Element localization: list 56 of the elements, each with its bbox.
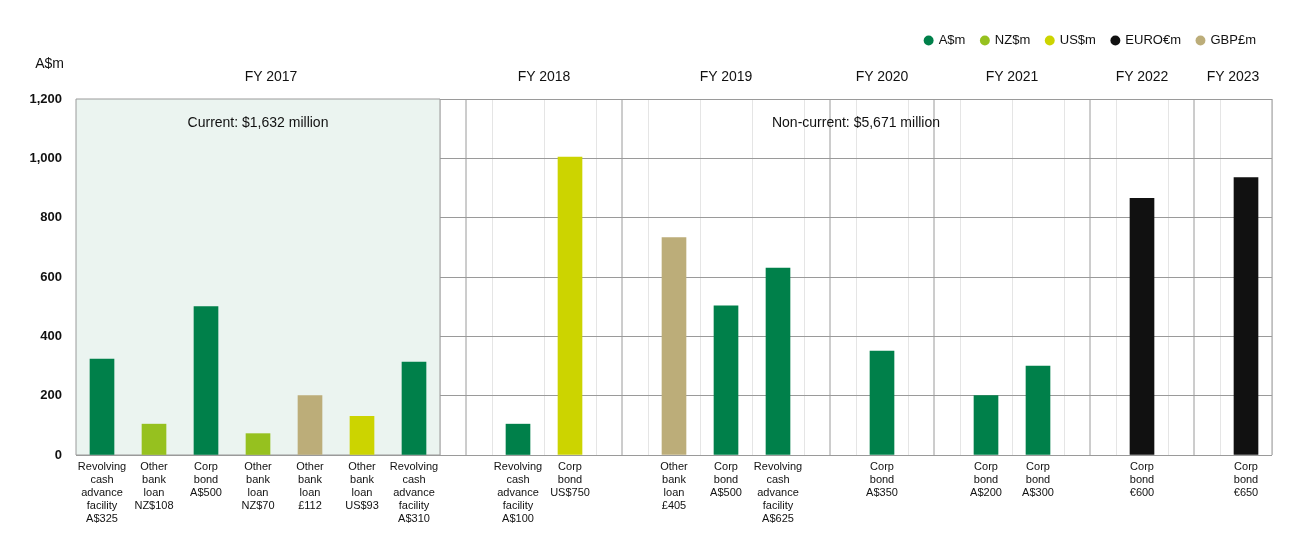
y-tick-label: 0 [54,446,62,462]
bar [349,416,375,455]
bar [141,423,167,455]
annotation: Non-current: $5,671 million [771,113,941,130]
bar [557,156,583,455]
bar [765,267,791,455]
text: FY 2019 [699,67,753,84]
y-axis-title: A$m [35,54,64,71]
x-tick-label: Other bank loan NZ$70 [241,459,275,511]
legend-label: US$m [1059,32,1096,48]
band-label: Current: $1,632 million [187,113,329,130]
text: FY 2017 [244,67,298,84]
bar [297,395,323,455]
y-tick-label: 1,200 [29,90,62,106]
x-tick-label: Other bank loan US$93 [345,459,379,511]
x-tick-label: Corp bond €650 [1233,459,1259,498]
y-tick-label: 200 [40,387,62,403]
text: FY 2022 [1115,67,1169,84]
bar [1129,198,1155,455]
x-tick-label: Revolving cash advance facility A$325 [77,459,127,524]
x-tick-label: Corp bond A$200 [970,459,1002,498]
y-tick-label: 400 [40,327,62,343]
x-tick-label: Other bank loan NZ$108 [134,459,174,511]
bar [869,350,895,455]
x-tick-label: Corp bond €600 [1129,459,1155,498]
x-tick-label: Corp bond A$500 [190,459,222,498]
x-tick-label: Revolving cash advance facility A$310 [389,459,439,524]
x-tick-label: Corp bond A$300 [1022,459,1054,498]
bar [713,305,739,455]
text: FY 2018 [517,67,571,84]
y-tick-label: 600 [40,268,62,284]
legend-label: A$m [938,32,966,48]
text: FY 2020 [855,67,909,84]
x-tick-label: Other bank loan £405 [660,459,689,511]
legend-label: EURO€m [1125,32,1181,48]
y-tick-label: 1,000 [29,149,62,165]
bar [661,237,687,455]
x-tick-label: Revolving cash advance facility A$100 [493,459,543,524]
bar [973,395,999,455]
legend-label: NZ$m [994,32,1031,48]
legend-label: GBP£m [1210,32,1256,48]
bar [245,433,271,455]
x-tick-label: Corp bond US$750 [550,459,590,498]
bar [505,423,531,455]
x-tick-label: Corp bond A$500 [710,459,742,498]
bar [401,361,427,455]
bar [1233,177,1259,455]
bar [193,306,219,455]
x-tick-label: Revolving cash advance facility A$625 [753,459,803,524]
x-tick-label: Other bank loan £112 [296,459,325,511]
bar [1025,365,1051,455]
text: FY 2023 [1206,67,1260,84]
y-tick-label: 800 [40,209,62,225]
bar [89,358,115,455]
text: FY 2021 [985,67,1039,84]
x-tick-label: Corp bond A$350 [866,459,898,498]
